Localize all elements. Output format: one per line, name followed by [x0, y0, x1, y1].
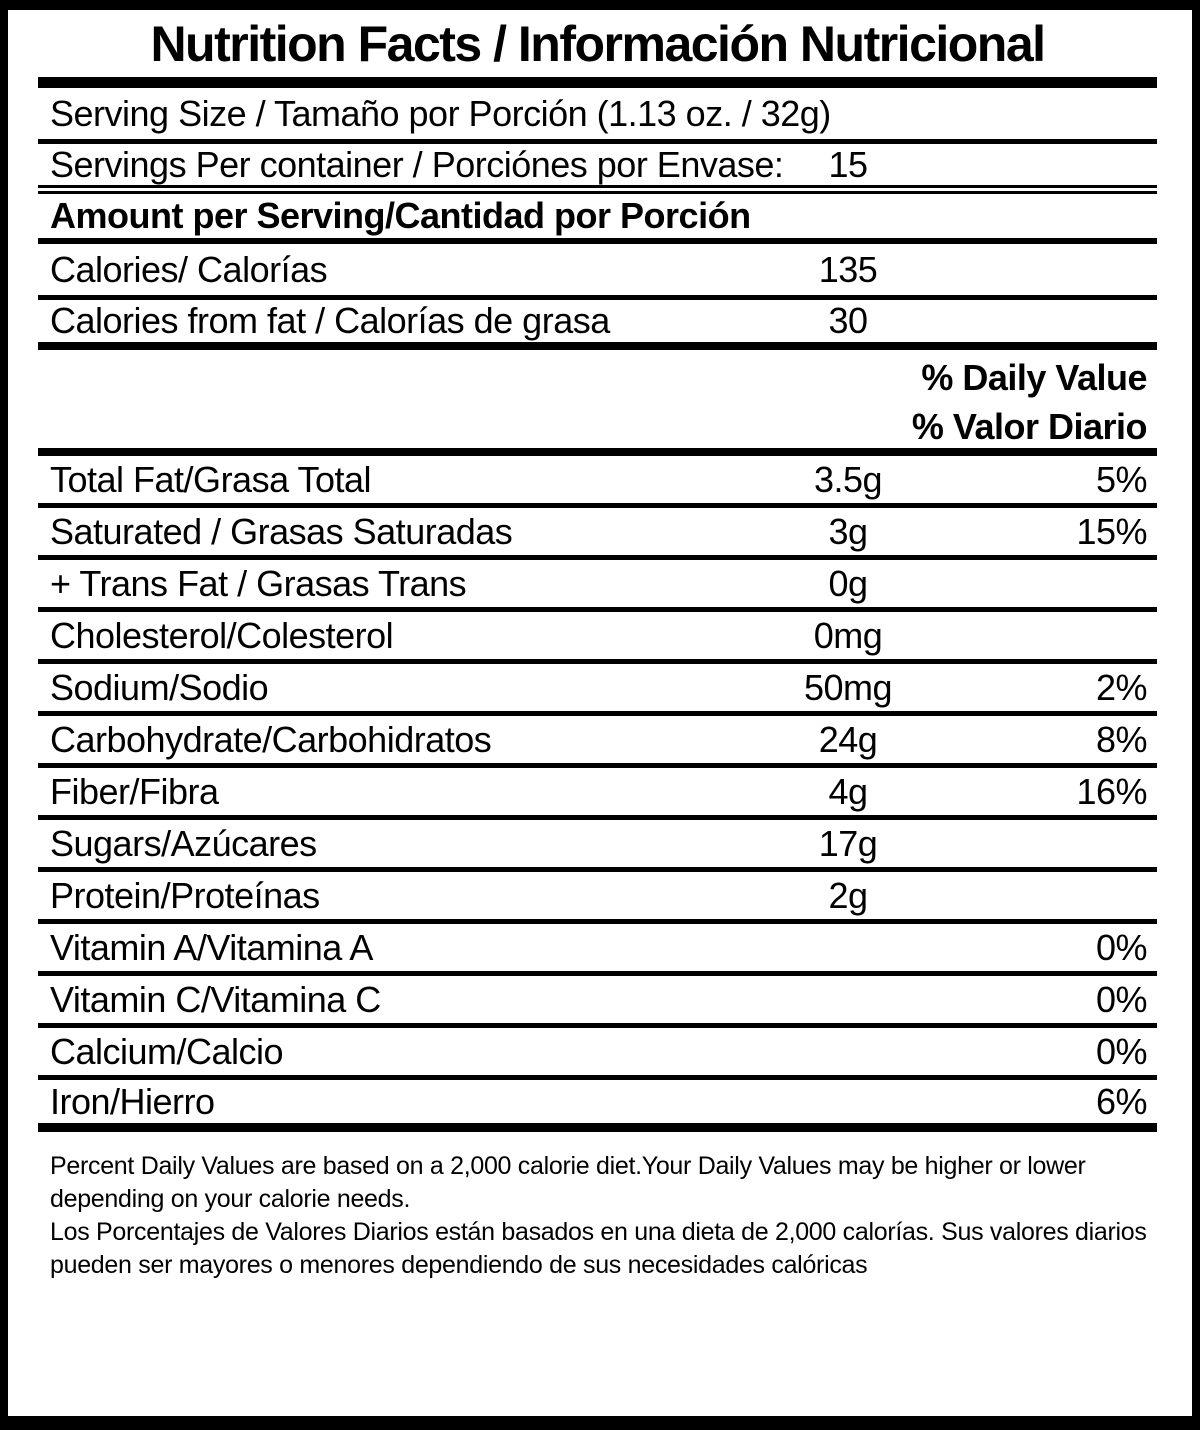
nutrient-row: Protein/Proteínas 2g — [38, 872, 1157, 924]
nutrient-row: Calcium/Calcio 0% — [38, 1028, 1157, 1080]
nutrient-daily-value: 15% — [1076, 510, 1147, 552]
nutrient-label: + Trans Fat / Grasas Trans — [50, 562, 467, 604]
servings-per-container-row: Servings Per container / Porciónes por E… — [38, 144, 1157, 194]
label-content: Nutrition Facts / Información Nutriciona… — [38, 10, 1157, 1416]
nutrient-label: Vitamin A/Vitamina A — [50, 926, 373, 968]
calories-row: Calories/ Calorías 135 — [38, 244, 1157, 300]
footnote-spanish: Los Porcentajes de Valores Diarios están… — [50, 1218, 1147, 1279]
nutrient-amount: 2g — [828, 874, 868, 916]
nutrient-label: Sodium/Sodio — [50, 666, 269, 708]
nutrient-row: Fiber/Fibra 4g 16% — [38, 768, 1157, 820]
calories-from-fat-label: Calories from fat / Calorías de grasa — [50, 300, 610, 341]
nutrient-daily-value: 8% — [1095, 718, 1148, 760]
nutrient-label: Iron/Hierro — [50, 1080, 215, 1122]
nutrient-amount: 17g — [818, 822, 878, 864]
nutrient-label: Protein/Proteínas — [50, 874, 320, 916]
nutrient-row: Vitamin A/Vitamina A 0% — [38, 924, 1157, 976]
nutrient-label: Saturated / Grasas Saturadas — [50, 510, 513, 552]
daily-value-header-en: % Daily Value — [921, 357, 1147, 398]
calories-value: 135 — [818, 248, 878, 290]
label-title: Nutrition Facts / Información Nutriciona… — [150, 15, 1046, 72]
nutrient-daily-value: 16% — [1076, 770, 1147, 812]
nutrient-row: Total Fat/Grasa Total 3.5g 5% — [38, 456, 1157, 508]
nutrient-amount: 3g — [828, 510, 868, 552]
nutrient-label: Calcium/Calcio — [50, 1030, 284, 1072]
calories-from-fat-value: 30 — [828, 300, 868, 341]
amount-per-serving-header: Amount per Serving/Cantidad por Porción — [50, 195, 751, 236]
nutrient-amount: 0g — [828, 562, 868, 604]
serving-size-row: Serving Size / Tamaño por Porción (1.13 … — [38, 88, 1157, 144]
nutrient-amount: 24g — [818, 718, 878, 760]
nutrient-daily-value: 5% — [1095, 458, 1148, 500]
nutrient-row: + Trans Fat / Grasas Trans 0g — [38, 560, 1157, 612]
footnote: Percent Daily Values are based on a 2,00… — [38, 1150, 1157, 1282]
nutrient-row: Vitamin C/Vitamina C 0% — [38, 976, 1157, 1028]
daily-value-header-en-row: % Daily Value — [38, 350, 1157, 406]
daily-value-header-es-row: % Valor Diario — [38, 406, 1157, 456]
nutrient-daily-value: 0% — [1095, 978, 1148, 1020]
nutrient-daily-value: 0% — [1095, 926, 1148, 968]
servings-per-container-label: Servings Per container / Porciónes por E… — [50, 143, 784, 185]
nutrient-daily-value: 2% — [1095, 666, 1148, 708]
nutrient-daily-value: 6% — [1095, 1080, 1148, 1122]
calories-label: Calories/ Calorías — [50, 248, 328, 290]
servings-per-container-value: 15 — [828, 143, 868, 185]
nutrient-row: Carbohydrate/Carbohidratos 24g 8% — [38, 716, 1157, 768]
calories-from-fat-row: Calories from fat / Calorías de grasa 30 — [38, 300, 1157, 350]
nutrient-label: Sugars/Azúcares — [50, 822, 317, 864]
nutrient-label: Carbohydrate/Carbohidratos — [50, 718, 492, 760]
nutrient-row: Saturated / Grasas Saturadas 3g 15% — [38, 508, 1157, 560]
serving-size-text: Serving Size / Tamaño por Porción (1.13 … — [50, 92, 831, 134]
nutrient-daily-value: 0% — [1095, 1030, 1148, 1072]
nutrient-rows: Total Fat/Grasa Total 3.5g 5% Saturated … — [38, 456, 1157, 1132]
nutrient-amount: 50mg — [803, 666, 893, 708]
nutrient-amount: 0mg — [813, 614, 883, 656]
daily-value-header-es: % Valor Diario — [911, 406, 1148, 447]
nutrient-amount: 4g — [828, 770, 868, 812]
amount-per-serving-header-row: Amount per Serving/Cantidad por Porción — [38, 194, 1157, 244]
label-title-row: Nutrition Facts / Información Nutriciona… — [38, 10, 1157, 88]
nutrient-row: Sugars/Azúcares 17g — [38, 820, 1157, 872]
nutrient-row: Sodium/Sodio 50mg 2% — [38, 664, 1157, 716]
nutrient-label: Vitamin C/Vitamina C — [50, 978, 381, 1020]
nutrient-row: Iron/Hierro 6% — [38, 1080, 1157, 1132]
nutrient-label: Total Fat/Grasa Total — [50, 458, 372, 500]
nutrient-amount: 3.5g — [813, 458, 883, 500]
nutrient-label: Fiber/Fibra — [50, 770, 219, 812]
nutrient-row: Cholesterol/Colesterol 0mg — [38, 612, 1157, 664]
footnote-english: Percent Daily Values are based on a 2,00… — [50, 1152, 1086, 1213]
nutrient-label: Cholesterol/Colesterol — [50, 614, 394, 656]
